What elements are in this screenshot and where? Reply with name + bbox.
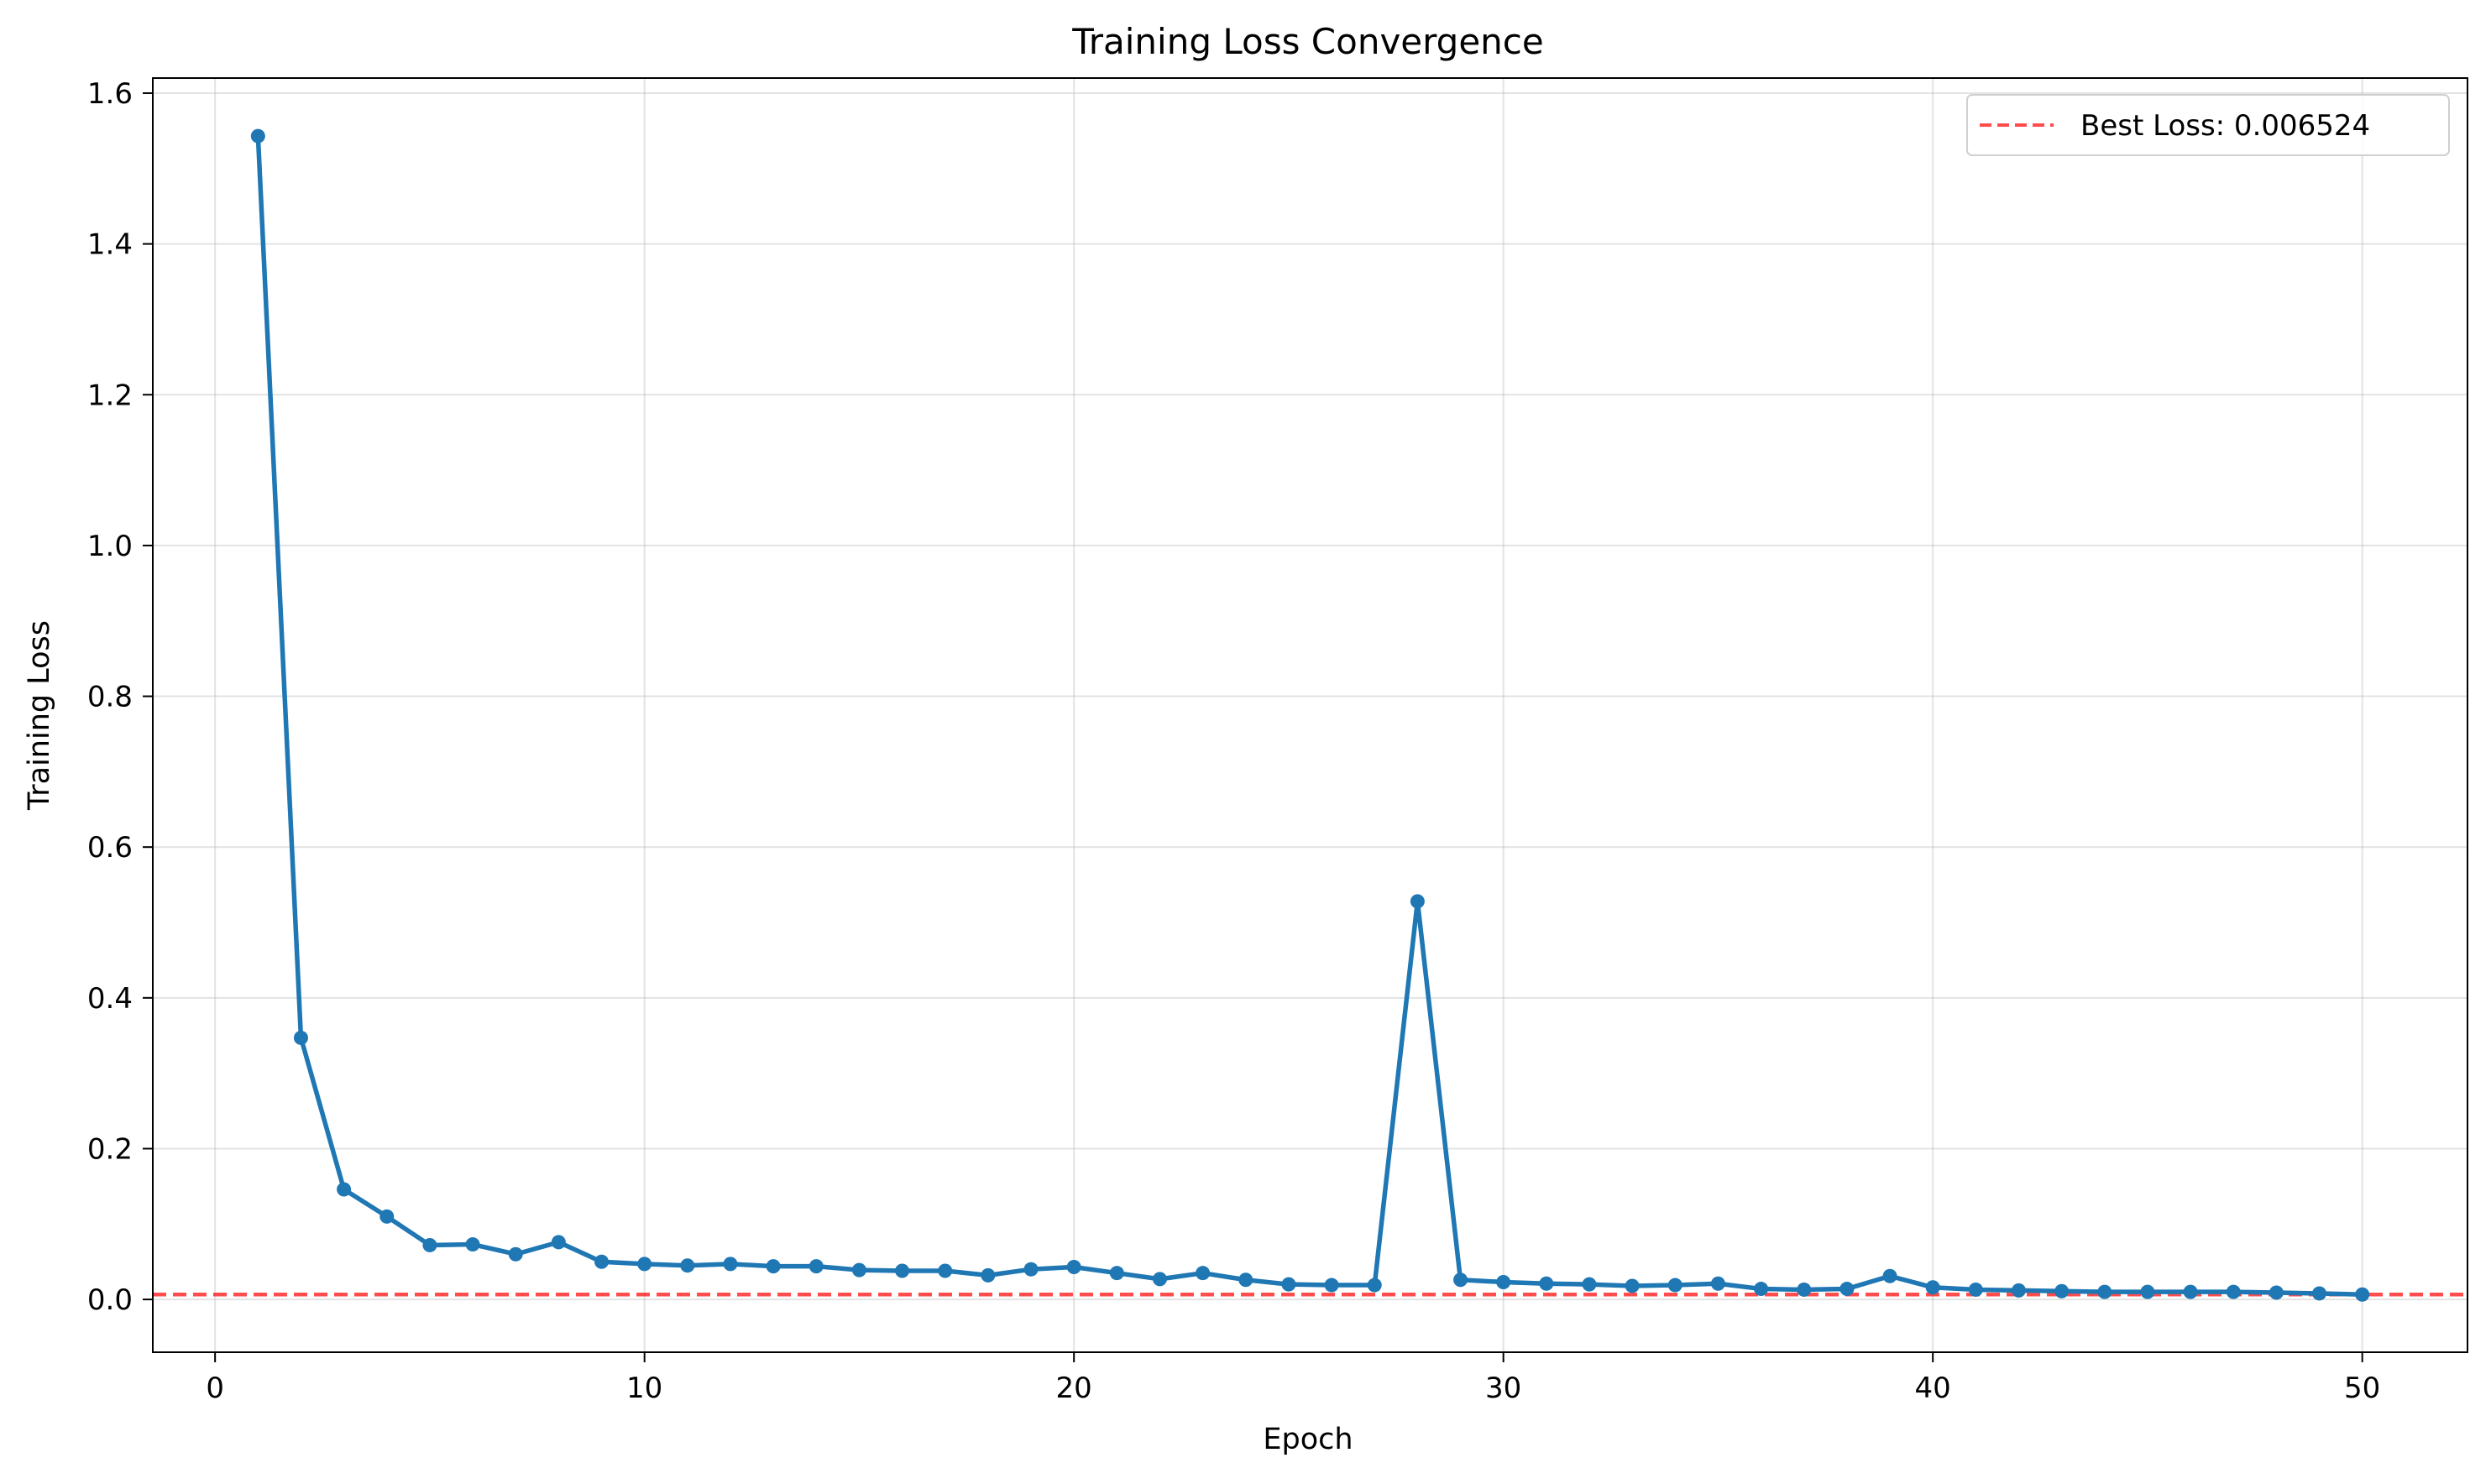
data-point-epoch-41 [1968,1282,1983,1297]
data-point-epoch-35 [1710,1276,1725,1291]
y-tick-label-4: 0.8 [87,681,133,714]
data-point-epoch-25 [1281,1277,1296,1292]
data-point-epoch-12 [723,1257,738,1272]
data-point-epoch-17 [938,1263,953,1278]
y-tick-label-0: 0.0 [87,1283,133,1317]
data-point-epoch-24 [1238,1272,1253,1288]
data-point-epoch-1 [250,128,265,144]
data-point-epoch-30 [1496,1274,1511,1289]
y-axis-ticks: 0.0 0.2 0.4 0.6 0.8 1.0 1.2 1.4 1.6 [87,77,153,1317]
x-tick-label-1: 10 [626,1372,662,1405]
data-point-epoch-33 [1625,1278,1640,1293]
y-tick-label-1: 0.2 [87,1132,133,1166]
x-tick-label-5: 50 [2344,1372,2380,1405]
data-point-epoch-43 [2054,1283,2070,1298]
data-point-epoch-16 [895,1263,910,1278]
data-point-epoch-31 [1539,1276,1554,1291]
y-tick-label-2: 0.4 [87,982,133,1016]
data-point-epoch-15 [851,1262,866,1278]
data-point-epoch-18 [981,1267,996,1283]
data-point-epoch-2 [293,1030,308,1045]
y-tick-label-7: 1.4 [87,228,133,262]
x-tick-label-4: 40 [1915,1372,1951,1405]
data-point-epoch-8 [551,1235,566,1250]
loss-series [250,128,2370,1302]
data-point-epoch-40 [1925,1280,1940,1295]
data-point-epoch-28 [1410,894,1425,909]
data-point-epoch-7 [508,1246,523,1262]
y-tick-label-6: 1.2 [87,379,133,412]
data-point-epoch-13 [766,1259,781,1274]
data-point-epoch-50 [2355,1287,2370,1302]
x-tick-label-2: 20 [1056,1372,1092,1405]
legend-label-best-loss: Best Loss: 0.006524 [2080,109,2370,143]
data-point-epoch-19 [1023,1262,1039,1277]
y-tick-label-3: 0.6 [87,831,133,865]
legend-box [1966,94,2450,156]
data-point-epoch-21 [1109,1266,1124,1281]
data-point-epoch-47 [2226,1284,2241,1299]
legend: Best Loss: 0.006524 [1966,94,2450,156]
loss-line-0 [255,133,2365,1298]
data-point-epoch-23 [1196,1266,1211,1281]
data-point-epoch-10 [637,1257,652,1272]
data-point-epoch-36 [1754,1282,1769,1297]
data-point-epoch-14 [809,1259,824,1274]
data-point-epoch-29 [1453,1272,1468,1288]
data-point-epoch-11 [680,1258,695,1273]
data-point-epoch-42 [2011,1283,2026,1298]
data-point-epoch-34 [1667,1278,1682,1293]
data-point-epoch-32 [1582,1277,1597,1292]
data-point-epoch-49 [2312,1286,2327,1301]
data-point-epoch-9 [594,1254,610,1269]
y-tick-label-5: 1.0 [87,530,133,563]
x-tick-label-0: 0 [206,1372,224,1405]
chart-title: Training Loss Convergence [1071,21,1543,62]
data-point-epoch-45 [2140,1284,2155,1299]
data-point-epoch-46 [2183,1284,2198,1299]
data-point-epoch-48 [2269,1285,2284,1300]
x-axis-label: Epoch [1263,1423,1353,1456]
y-axis-label: Training Loss [23,620,56,811]
x-axis-ticks: 0 10 20 30 40 50 [206,1352,2380,1405]
x-tick-label-3: 30 [1485,1372,1521,1405]
y-tick-label-8: 1.6 [87,77,133,111]
data-point-epoch-39 [1882,1268,1897,1283]
data-point-epoch-27 [1367,1278,1382,1293]
data-point-epoch-6 [465,1237,480,1252]
data-point-epoch-22 [1152,1272,1167,1287]
data-point-epoch-44 [2097,1284,2112,1299]
plot-frame [152,77,2468,1353]
data-point-epoch-38 [1839,1282,1855,1297]
data-point-epoch-4 [379,1209,395,1224]
data-point-epoch-37 [1797,1282,1812,1297]
data-point-epoch-3 [337,1182,352,1197]
data-point-epoch-26 [1324,1278,1339,1293]
data-point-epoch-20 [1066,1260,1081,1275]
data-point-epoch-5 [422,1237,437,1252]
grid-lines [153,78,2467,1352]
